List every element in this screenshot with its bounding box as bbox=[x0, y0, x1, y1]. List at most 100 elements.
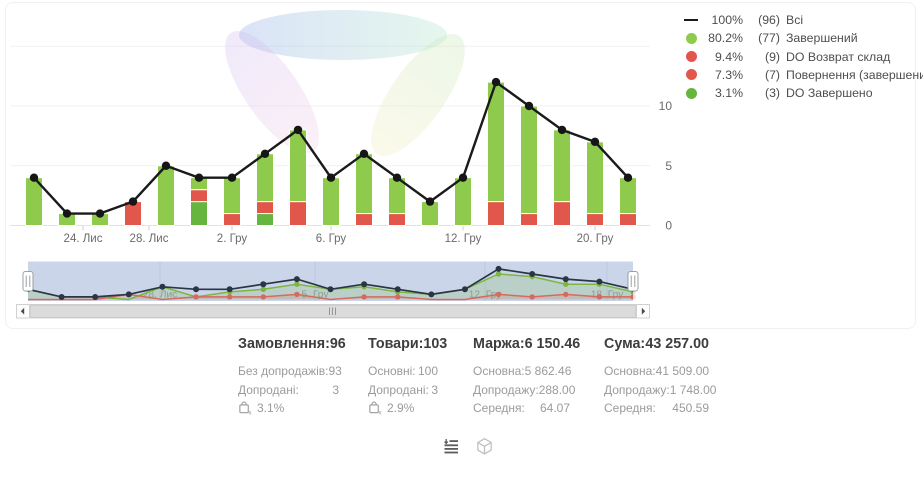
bar-segment[interactable] bbox=[520, 105, 538, 215]
legend-pct: 80.2% bbox=[708, 31, 743, 46]
legend-count: (9) bbox=[764, 49, 780, 64]
legend-label: Всі bbox=[786, 12, 804, 27]
stat-row-label: Середня: bbox=[604, 401, 656, 415]
bar-segment[interactable] bbox=[223, 177, 241, 215]
bar-segment[interactable] bbox=[256, 213, 274, 227]
total-line-point[interactable] bbox=[161, 161, 171, 170]
total-line-point[interactable] bbox=[590, 137, 600, 147]
bar-segment[interactable] bbox=[619, 177, 637, 215]
view-switcher bbox=[439, 434, 496, 458]
bar-segment[interactable] bbox=[289, 201, 307, 227]
stat-row-value: 450.59 bbox=[672, 401, 709, 415]
upsell-pct: 3.1% bbox=[257, 401, 285, 415]
legend-count: (7) bbox=[764, 67, 780, 82]
stat-row-value: 93 bbox=[328, 364, 342, 378]
bar-segment[interactable] bbox=[454, 177, 472, 226]
bar-segment[interactable] bbox=[190, 189, 208, 203]
navigator-handle-left[interactable] bbox=[22, 271, 34, 292]
stat-value: 96 bbox=[329, 336, 346, 352]
legend-line-swatch-icon bbox=[683, 18, 699, 22]
stat-row-value: 3 bbox=[431, 382, 438, 397]
bar-segment[interactable] bbox=[355, 213, 373, 227]
legend-item-all[interactable]: 100% (96) Всі bbox=[683, 13, 923, 27]
total-line-point[interactable] bbox=[425, 197, 435, 206]
total-line-point[interactable] bbox=[524, 101, 534, 111]
main-chart-svg: 0 5 10 24. Лис 28. Лис 2. Гру 6. Гру 12. Гру 20.… bbox=[10, 10, 673, 319]
legend-pct: 3.1% bbox=[714, 86, 743, 101]
bar-segment[interactable] bbox=[289, 129, 307, 203]
x-axis-label: 12. Гру bbox=[445, 233, 482, 245]
navigator-handle-right[interactable] bbox=[627, 271, 639, 292]
stat-row-value: 41 509.00 bbox=[655, 364, 710, 378]
stat-row-value: 64.07 bbox=[539, 401, 570, 415]
navigator-tick-label: 28. Лис bbox=[143, 290, 177, 301]
total-line-point[interactable] bbox=[194, 173, 204, 182]
total-line-point[interactable] bbox=[623, 173, 633, 182]
total-line-point[interactable] bbox=[128, 197, 138, 206]
total-line-point[interactable] bbox=[62, 209, 72, 218]
total-line-point[interactable] bbox=[29, 173, 39, 182]
svg-text:x: x bbox=[248, 411, 251, 415]
navigator-tick-label: 12. Гру bbox=[469, 290, 502, 301]
bar-segment[interactable] bbox=[619, 213, 637, 227]
summary-list-icon bbox=[444, 439, 458, 454]
x-axis-label: 24. Лис bbox=[64, 233, 103, 245]
bar-segment[interactable] bbox=[586, 141, 604, 215]
legend-dot-icon bbox=[683, 69, 699, 81]
stat-row-label: Допродані: bbox=[238, 382, 299, 397]
stat-value: 103 bbox=[423, 336, 448, 352]
stat-row-label: Без допродажів: bbox=[238, 364, 329, 378]
total-line-point[interactable] bbox=[359, 149, 369, 158]
bar-segment[interactable] bbox=[355, 153, 373, 215]
bag-x-icon: x bbox=[369, 401, 381, 415]
bar-segment[interactable] bbox=[553, 201, 571, 227]
gridlines: 0 5 10 24. Лис 28. Лис 2. Гру 6. Гру 12. Гру 20.… bbox=[10, 45, 673, 245]
total-line-point[interactable] bbox=[491, 77, 501, 87]
bar-segment[interactable] bbox=[190, 201, 208, 227]
x-axis-label: 2. Гру bbox=[217, 233, 248, 245]
stat-row-label: Основні: bbox=[368, 364, 416, 378]
bar-segment[interactable] bbox=[487, 201, 505, 227]
stat-row-value: 288.00 bbox=[538, 382, 576, 397]
stat-value: 43 257.00 bbox=[645, 336, 709, 352]
total-line-point[interactable] bbox=[260, 149, 270, 158]
legend-count: (3) bbox=[764, 86, 780, 101]
legend-item-return-completed[interactable]: 7.3% (7) Повернення (завершений) bbox=[683, 68, 923, 82]
bag-x-icon: x bbox=[239, 401, 251, 415]
upsell-pct: 2.9% bbox=[387, 401, 415, 415]
stat-title: Маржа: bbox=[473, 336, 525, 352]
legend-label: Завершений bbox=[786, 31, 858, 46]
package-cube-icon bbox=[476, 437, 492, 455]
y-axis-label: 10 bbox=[659, 99, 673, 113]
legend-pct: 7.3% bbox=[714, 67, 743, 82]
bar-segment[interactable] bbox=[256, 201, 274, 215]
bar-segment[interactable] bbox=[553, 129, 571, 203]
summary-list-button[interactable] bbox=[439, 434, 463, 458]
legend-item-return-warehouse[interactable]: 9.4% (9) DO Возврат склад bbox=[683, 50, 923, 64]
bar-segment[interactable] bbox=[256, 153, 274, 203]
legend-item-do-completed[interactable]: 3.1% (3) DO Завершено bbox=[683, 86, 923, 100]
total-line-point[interactable] bbox=[557, 125, 567, 135]
legend-item-completed[interactable]: 80.2% (77) Завершений bbox=[683, 31, 923, 45]
stat-row-label: Допродані: bbox=[368, 382, 429, 397]
stat-card-products: Товари: 103 Основні: 100 Допродані: 3 x 2.… bbox=[368, 336, 447, 418]
stat-row-label: Середня: bbox=[473, 401, 525, 415]
bar-segment[interactable] bbox=[520, 213, 538, 227]
total-line-point[interactable] bbox=[392, 173, 402, 182]
total-line-point[interactable] bbox=[458, 173, 468, 182]
total-line-point[interactable] bbox=[95, 209, 105, 218]
bar-segment[interactable] bbox=[586, 213, 604, 227]
navigator-tick-label: 18. Гру bbox=[591, 290, 624, 301]
package-view-button[interactable] bbox=[472, 434, 496, 458]
horizontal-scrollbar bbox=[16, 304, 650, 319]
total-line-point[interactable] bbox=[227, 173, 237, 182]
total-line-point[interactable] bbox=[326, 173, 336, 182]
total-line-point[interactable] bbox=[293, 125, 303, 135]
bar-segment[interactable] bbox=[322, 177, 340, 226]
bar-segment[interactable] bbox=[388, 213, 406, 227]
stat-row-label: Основна: bbox=[473, 364, 525, 378]
bar-segment[interactable] bbox=[223, 213, 241, 227]
bar-segment[interactable] bbox=[157, 165, 175, 226]
bars bbox=[25, 81, 637, 227]
chart-legend: 100% (96) Всі 80.2% (77) Завершений 9.4%… bbox=[683, 13, 923, 100]
